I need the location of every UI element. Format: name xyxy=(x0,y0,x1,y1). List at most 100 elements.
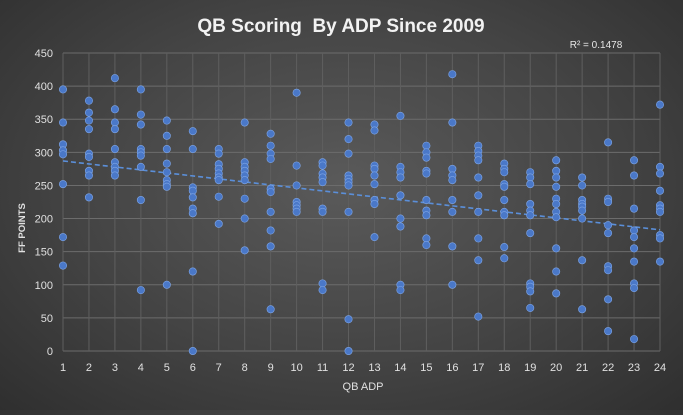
data-point xyxy=(136,85,145,94)
x-tick-label: 4 xyxy=(138,362,144,374)
data-point xyxy=(578,206,587,215)
data-point xyxy=(318,161,327,170)
data-point xyxy=(630,171,639,180)
data-point xyxy=(240,118,249,127)
y-tick-label: 350 xyxy=(35,114,53,126)
x-tick-label: 16 xyxy=(446,362,458,374)
data-point xyxy=(162,145,171,154)
data-point xyxy=(604,327,613,336)
data-point xyxy=(578,305,587,314)
y-tick-label: 450 xyxy=(35,48,53,60)
data-point xyxy=(422,211,431,220)
data-point xyxy=(344,149,353,158)
data-point xyxy=(552,289,561,298)
data-point xyxy=(58,233,67,242)
data-point xyxy=(448,164,457,173)
data-point xyxy=(655,162,664,171)
data-point xyxy=(604,221,613,230)
data-point xyxy=(630,204,639,213)
data-point xyxy=(578,173,587,182)
data-point xyxy=(578,214,587,223)
data-point xyxy=(344,181,353,190)
data-point xyxy=(552,267,561,276)
data-point xyxy=(630,226,639,235)
x-tick-label: 14 xyxy=(394,362,406,374)
data-point xyxy=(84,152,93,161)
data-point xyxy=(344,207,353,216)
data-point xyxy=(655,186,664,195)
x-tick-label: 10 xyxy=(290,362,302,374)
x-axis-label: QB ADP xyxy=(343,381,384,393)
data-point xyxy=(240,176,249,185)
trendline-layer xyxy=(62,160,661,231)
data-point xyxy=(292,88,301,97)
data-point xyxy=(240,194,249,203)
x-tick-label: 12 xyxy=(342,362,354,374)
data-point xyxy=(655,207,664,216)
data-point xyxy=(370,126,379,135)
data-point xyxy=(474,207,483,216)
data-point xyxy=(58,150,67,159)
x-tick-label: 3 xyxy=(112,362,118,374)
data-point xyxy=(318,178,327,187)
data-point xyxy=(162,159,171,168)
data-point xyxy=(655,169,664,178)
data-point xyxy=(630,335,639,344)
data-point xyxy=(110,125,119,134)
data-point xyxy=(136,110,145,119)
data-point xyxy=(448,176,457,185)
data-point xyxy=(500,182,509,191)
data-point xyxy=(58,261,67,270)
data-point xyxy=(162,131,171,140)
data-point xyxy=(630,257,639,266)
x-tick-label: 9 xyxy=(268,362,274,374)
trendline xyxy=(62,160,661,231)
data-point xyxy=(422,141,431,150)
data-point xyxy=(58,180,67,189)
x-tick-label: 20 xyxy=(550,362,562,374)
data-point xyxy=(292,161,301,170)
data-point xyxy=(370,199,379,208)
data-point xyxy=(110,105,119,114)
data-point xyxy=(370,180,379,189)
data-point xyxy=(396,173,405,182)
data-point xyxy=(526,180,535,189)
data-point xyxy=(396,222,405,231)
x-tick-label: 21 xyxy=(576,362,588,374)
data-point xyxy=(84,193,93,202)
y-tick-label: 250 xyxy=(35,180,53,192)
x-tick-label: 11 xyxy=(317,362,328,374)
data-point xyxy=(552,182,561,191)
x-tick-label: 17 xyxy=(472,362,484,374)
x-tick-label: 6 xyxy=(190,362,196,374)
data-point xyxy=(422,234,431,243)
x-tick-label: 13 xyxy=(368,362,380,374)
data-point xyxy=(422,196,431,205)
x-tick-label: 18 xyxy=(498,362,510,374)
x-tick-label: 24 xyxy=(654,362,666,374)
data-point xyxy=(552,244,561,253)
data-point xyxy=(344,346,353,355)
data-point xyxy=(84,116,93,125)
data-point xyxy=(162,182,171,191)
data-point xyxy=(448,196,457,205)
data-point xyxy=(396,214,405,223)
data-point xyxy=(655,234,664,243)
data-point xyxy=(266,154,275,163)
data-point xyxy=(344,135,353,144)
y-tick-label: 400 xyxy=(35,81,53,93)
data-point xyxy=(370,171,379,180)
data-point xyxy=(318,286,327,295)
data-point xyxy=(474,312,483,321)
data-point xyxy=(110,145,119,154)
data-point xyxy=(370,233,379,242)
data-point xyxy=(58,85,67,94)
data-point xyxy=(578,181,587,190)
data-point xyxy=(500,196,509,205)
data-point xyxy=(188,186,197,195)
data-point xyxy=(84,171,93,180)
gridlines xyxy=(62,52,661,352)
x-tick-label: 7 xyxy=(216,362,222,374)
data-point xyxy=(266,141,275,150)
